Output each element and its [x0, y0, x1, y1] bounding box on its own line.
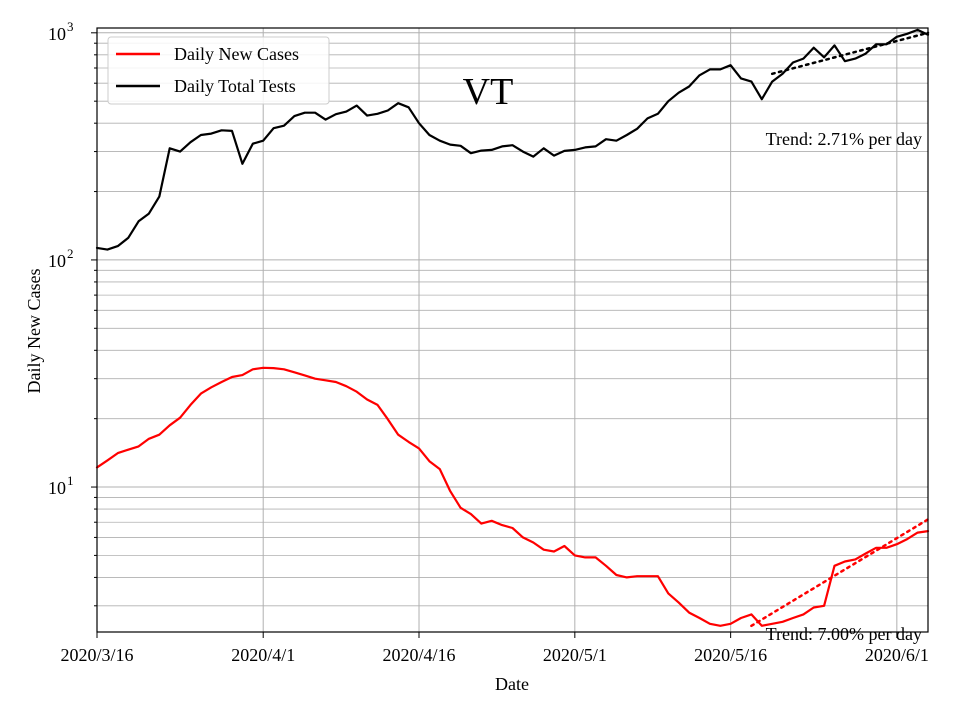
annotation-cases-trend: Trend: 7.00% per day [766, 624, 922, 644]
x-tick-label: 2020/4/1 [231, 645, 295, 665]
y-tick-label-exponent: 2 [67, 246, 74, 261]
y-tick-label-exponent: 1 [67, 473, 74, 488]
x-tick-label: 2020/3/16 [60, 645, 133, 665]
legend: Daily New Cases Daily Total Tests [107, 36, 330, 105]
x-tick-label: 2020/4/16 [383, 645, 456, 665]
series-line-daily-new-cases [95, 366, 930, 627]
x-tick-label: 2020/6/1 [865, 645, 929, 665]
legend-label-cases: Daily New Cases [174, 44, 299, 64]
y-tick-label: 10 [48, 478, 66, 498]
series-line-daily-total-tests [95, 28, 930, 251]
y-tick-label: 10 [48, 24, 66, 44]
grid [96, 28, 928, 632]
y-tick-label: 10 [48, 251, 66, 271]
chart-title: VT [463, 71, 514, 113]
x-axis-label: Date [495, 674, 529, 694]
axes: 2020/3/16 2020/4/1 2020/4/16 2020/5/1 2020/5… [48, 19, 929, 665]
trend-line-cases [750, 518, 930, 628]
plot-frame [96, 27, 929, 633]
trend-line-tests [770, 31, 930, 76]
x-tick-label: 2020/5/1 [543, 645, 607, 665]
legend-label-tests: Daily Total Tests [174, 76, 296, 96]
series-layer [95, 28, 930, 628]
annotation-tests-trend: Trend: 2.71% per day [766, 129, 922, 149]
y-axis-label: Daily New Cases [24, 269, 44, 394]
legend-box [107, 36, 330, 105]
x-tick-label: 2020/5/16 [694, 645, 767, 665]
y-tick-label-exponent: 3 [67, 19, 74, 34]
